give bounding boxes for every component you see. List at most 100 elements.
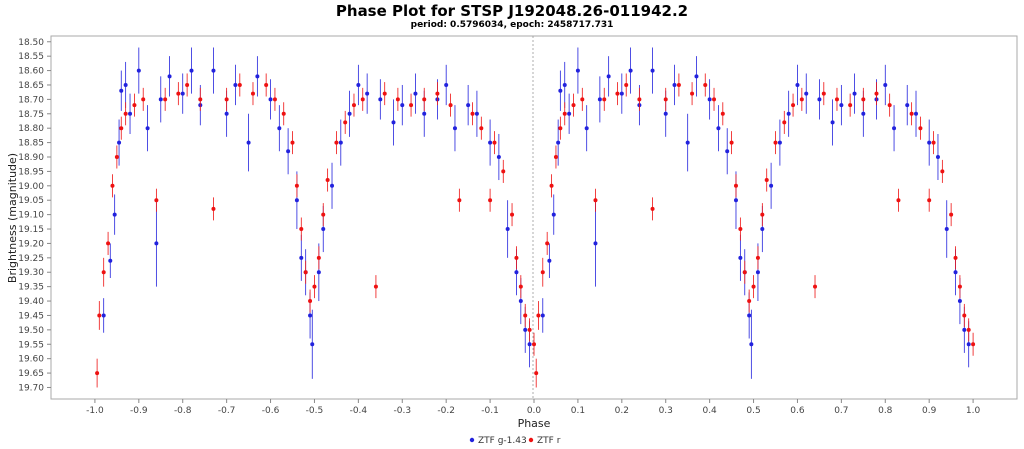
data-point <box>650 68 655 73</box>
y-tick-label: 19.05 <box>18 196 44 206</box>
x-tick-label: 0.6 <box>790 406 805 416</box>
data-point <box>400 103 405 108</box>
data-point <box>935 155 940 159</box>
data-point <box>883 82 888 87</box>
data-point <box>119 126 124 131</box>
data-point <box>540 270 545 275</box>
data-point <box>101 313 106 318</box>
data-point <box>325 178 330 183</box>
x-tick-label: 0.5 <box>746 406 760 416</box>
data-point <box>747 299 752 304</box>
data-point <box>360 97 365 102</box>
y-tick-label: 19.60 <box>18 355 44 365</box>
data-point <box>571 103 576 108</box>
y-tick-label: 19.30 <box>18 268 44 278</box>
data-point <box>351 103 356 108</box>
data-point <box>755 255 760 260</box>
data-point <box>108 258 113 263</box>
data-point <box>551 212 556 217</box>
data-point <box>527 342 532 347</box>
data-point <box>281 111 286 116</box>
data-point <box>299 255 304 260</box>
data-point <box>751 284 756 289</box>
data-point <box>198 97 203 102</box>
data-point <box>593 198 598 203</box>
data-point <box>931 140 936 145</box>
data-point <box>839 103 844 108</box>
data-point <box>310 342 315 347</box>
data-point <box>663 97 668 102</box>
data-point <box>163 97 168 102</box>
y-tick-label: 19.50 <box>18 326 44 336</box>
data-point <box>716 126 721 131</box>
data-point <box>567 111 572 116</box>
data-point <box>777 140 782 145</box>
data-point <box>707 97 712 102</box>
data-point <box>580 97 585 102</box>
data-point <box>466 103 471 108</box>
y-tick-label: 18.95 <box>18 167 44 177</box>
data-point <box>799 97 804 102</box>
data-point <box>435 91 440 96</box>
y-tick-label: 19.55 <box>18 340 44 350</box>
y-tick-label: 18.90 <box>18 153 44 163</box>
data-point <box>852 91 857 96</box>
data-point <box>760 212 765 217</box>
data-point <box>527 327 532 332</box>
data-point <box>413 91 418 96</box>
legend-marker-r <box>528 437 534 443</box>
data-point <box>496 155 501 159</box>
data-point <box>444 82 449 87</box>
data-point <box>712 97 717 102</box>
data-point <box>676 82 681 87</box>
data-point <box>773 140 778 145</box>
data-point <box>532 342 536 347</box>
data-point <box>791 103 796 108</box>
data-point <box>312 284 317 289</box>
x-tick-label: 1.0 <box>966 406 981 416</box>
y-axis: 18.50 18.55 18.60 18.65 18.70 18.75 18.80 18.85… <box>18 38 51 393</box>
data-point <box>764 178 769 183</box>
data-point <box>685 140 690 145</box>
data-point <box>514 270 519 275</box>
data-point <box>294 183 299 188</box>
data-point <box>316 255 321 260</box>
data-point <box>452 126 457 131</box>
legend-label-r: ZTF r <box>537 436 561 446</box>
data-point <box>830 120 835 125</box>
data-point <box>813 284 818 289</box>
data-point <box>334 140 339 145</box>
x-tick-label: -0.8 <box>174 406 192 416</box>
data-point <box>316 270 321 275</box>
data-point <box>505 227 510 232</box>
data-point <box>95 371 100 376</box>
data-point <box>330 183 335 188</box>
data-point <box>795 82 800 87</box>
y-tick-label: 19.40 <box>18 297 44 307</box>
data-point <box>747 313 752 318</box>
data-point <box>940 169 945 174</box>
data-point <box>255 74 260 79</box>
data-point <box>957 284 962 289</box>
data-point <box>141 97 146 102</box>
data-point <box>470 111 475 116</box>
data-point <box>474 111 479 116</box>
data-point <box>176 91 181 96</box>
data-point <box>553 155 558 159</box>
data-point <box>308 313 313 318</box>
data-point <box>185 82 190 87</box>
data-point <box>237 82 242 87</box>
data-point <box>966 342 971 347</box>
data-point <box>422 97 427 102</box>
x-tick-label: -0.1 <box>481 406 499 416</box>
data-point <box>690 91 695 96</box>
data-point <box>321 227 326 232</box>
data-point <box>272 97 277 102</box>
data-point <box>887 103 892 108</box>
data-point <box>834 97 839 102</box>
data-point <box>733 183 738 188</box>
legend-label-g: ZTF g-1.43 <box>478 436 527 446</box>
data-point <box>892 126 897 131</box>
data-point <box>782 120 787 125</box>
data-point <box>962 313 967 318</box>
